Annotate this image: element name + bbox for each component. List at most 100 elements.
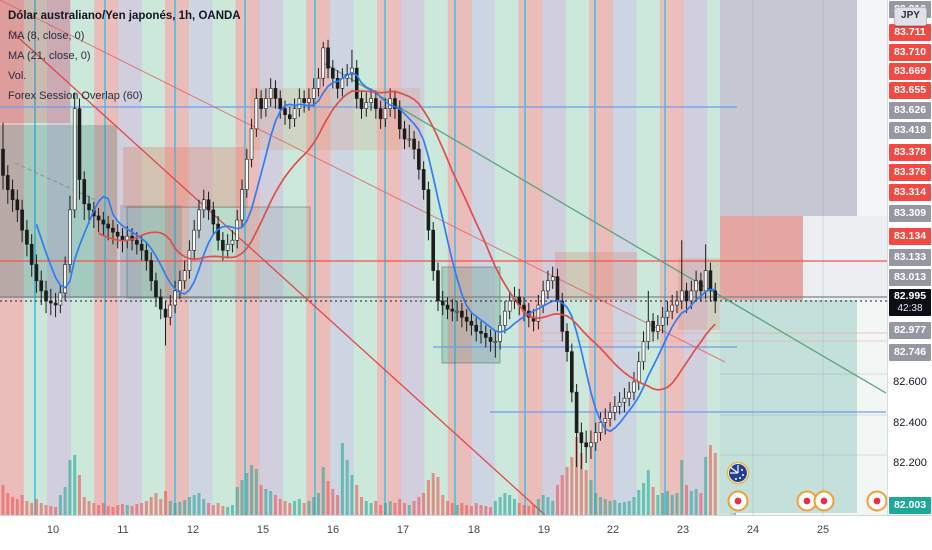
trend-line[interactable] <box>321 61 887 394</box>
session-band <box>70 0 95 518</box>
session-bands <box>0 0 736 518</box>
volume-bar <box>465 505 469 515</box>
candle-body <box>713 290 718 302</box>
volume-bar <box>216 503 220 515</box>
volume-bar <box>388 501 392 515</box>
candle-body <box>201 199 206 211</box>
candle-body <box>431 229 436 271</box>
volume-bar <box>398 499 402 515</box>
volume-bar <box>589 480 593 515</box>
volume-bar <box>608 501 612 515</box>
price-level-label: 82.746 <box>889 344 931 361</box>
candle-body <box>632 381 636 393</box>
candle-body <box>402 128 407 140</box>
volume-bar <box>130 506 134 515</box>
volume-bar <box>680 460 684 515</box>
candle-body <box>675 300 679 306</box>
volume-bar <box>73 455 77 515</box>
candle-body <box>77 108 82 180</box>
candle-body <box>694 280 698 292</box>
volume-bar <box>207 503 211 515</box>
event-markers[interactable] <box>726 461 888 512</box>
candle-body <box>393 98 397 109</box>
volume-bar <box>560 475 564 515</box>
candle-body <box>68 209 72 265</box>
candle-body <box>158 296 163 310</box>
symbol-title[interactable]: Dólar australiano/Yen japonés, 1h, OANDA <box>8 10 241 22</box>
candle-body <box>178 280 182 292</box>
candle-body <box>507 300 512 312</box>
candle-body <box>287 114 292 120</box>
candle-body <box>326 47 330 69</box>
trend-line[interactable] <box>0 0 726 363</box>
candle-body <box>656 324 660 332</box>
volume-bar <box>34 499 38 515</box>
price-axis[interactable]: JPY 82.995 42:38 82.003 83.81683.71183.7… <box>887 0 932 515</box>
session-overlap-boxes <box>0 0 720 364</box>
session-band <box>400 0 425 518</box>
candle-body <box>58 292 63 306</box>
candle-body <box>593 432 598 444</box>
candle-body <box>479 331 483 334</box>
currency-toggle-button[interactable]: JPY <box>894 7 927 26</box>
session-band <box>518 0 543 518</box>
volume-bar <box>393 503 397 515</box>
candle-body <box>450 308 455 312</box>
candle-body <box>244 158 249 190</box>
volume-bar <box>622 502 626 515</box>
candle-body <box>230 239 235 245</box>
candle-body <box>474 324 479 332</box>
volume-bar <box>675 493 679 515</box>
legend-indicator[interactable]: Vol. <box>8 70 27 82</box>
session-band <box>612 0 637 518</box>
candle-body <box>651 320 655 332</box>
volume-bar <box>211 505 215 515</box>
candle-body <box>397 108 402 130</box>
volume-bar <box>646 470 650 515</box>
horizontal-level-lines[interactable] <box>0 106 888 413</box>
candle-body <box>689 290 694 302</box>
candle-body <box>29 244 34 265</box>
legend-indicator[interactable]: Forex Session Overlap (60) <box>8 90 143 102</box>
candle-body <box>608 412 612 419</box>
volume-bar <box>469 506 473 515</box>
candle-body <box>469 320 474 326</box>
volume-bar <box>58 495 62 515</box>
volume-bar <box>450 503 454 515</box>
legend-indicator[interactable]: MA (8, close, 0) <box>8 30 85 42</box>
legend-indicator[interactable]: MA (21, close, 0) <box>8 50 91 62</box>
volume-bar <box>164 491 168 515</box>
volume-bar <box>632 497 636 515</box>
volume-bar <box>446 501 450 515</box>
candle-body <box>34 264 39 282</box>
ma-21-line[interactable] <box>98 90 716 391</box>
volume-bar <box>77 475 81 515</box>
volume-bar <box>192 495 196 515</box>
volume-bar <box>144 501 148 515</box>
candle-body <box>541 290 545 306</box>
volume-bar <box>30 503 34 515</box>
volume-bar <box>460 503 464 515</box>
volume-bar <box>575 437 579 515</box>
time-axis[interactable]: 10 11 12 15 16 17 18 19 22 23 24 25 <box>0 515 932 550</box>
candle-body <box>135 239 139 245</box>
candle-body <box>364 102 369 109</box>
volume-bar <box>336 495 340 515</box>
trend-line[interactable] <box>9 29 546 516</box>
session-band <box>329 0 354 518</box>
price-level-label: 83.013 <box>889 269 931 286</box>
candle-body <box>488 337 493 342</box>
time-tick: 23 <box>676 524 690 536</box>
volume-bar <box>379 505 383 515</box>
session-band <box>0 0 24 518</box>
candle-body <box>206 199 211 211</box>
volume-bar <box>508 495 512 515</box>
trend-lines[interactable] <box>0 0 887 516</box>
volume-bar <box>532 505 536 515</box>
candle-body <box>20 209 24 231</box>
volume-bar <box>642 483 646 515</box>
candle-body <box>550 276 555 282</box>
candle-body <box>268 88 273 99</box>
